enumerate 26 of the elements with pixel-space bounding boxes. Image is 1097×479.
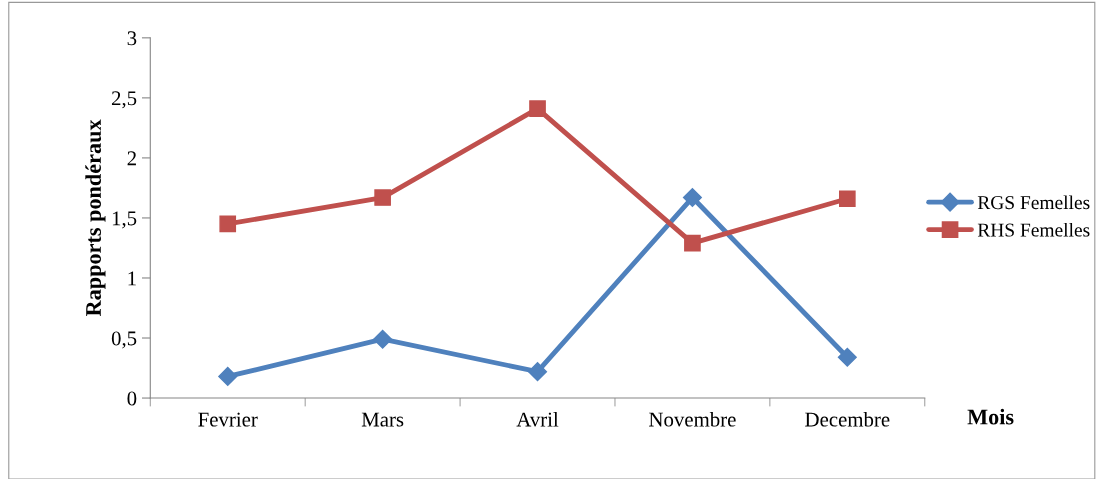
- y-tick-label: 2: [127, 151, 136, 166]
- x-tick-label: Mars: [361, 412, 404, 427]
- y-tick-label: 0: [127, 391, 137, 406]
- point: [684, 234, 701, 252]
- point: [837, 347, 857, 367]
- point: [374, 189, 391, 206]
- y-tick-label: 1,5: [112, 211, 137, 229]
- y-tick-label: 1: [128, 271, 136, 286]
- legend-label: RGS Femelles: [977, 195, 1090, 210]
- point: [527, 362, 548, 382]
- x-axis-title: Mois: [967, 408, 1014, 425]
- y-axis-title: Rapports pondéraux: [85, 119, 106, 317]
- point: [529, 100, 546, 118]
- point: [682, 187, 702, 208]
- point: [373, 329, 393, 349]
- x-tick-label: Avril: [516, 411, 559, 427]
- point: [218, 366, 238, 386]
- y-tick-label: 0,5: [111, 331, 137, 349]
- x-tick-label: Novembre: [649, 411, 736, 427]
- legend-label: RHS Femelles: [977, 222, 1090, 237]
- x-tick-label: Decembre: [805, 411, 890, 427]
- point: [838, 190, 856, 208]
- point: [219, 215, 237, 233]
- x-tick-label: Fevrier: [198, 412, 258, 427]
- y-tick-label: 3: [127, 31, 137, 46]
- y-tick-label: 2,5: [111, 91, 137, 109]
